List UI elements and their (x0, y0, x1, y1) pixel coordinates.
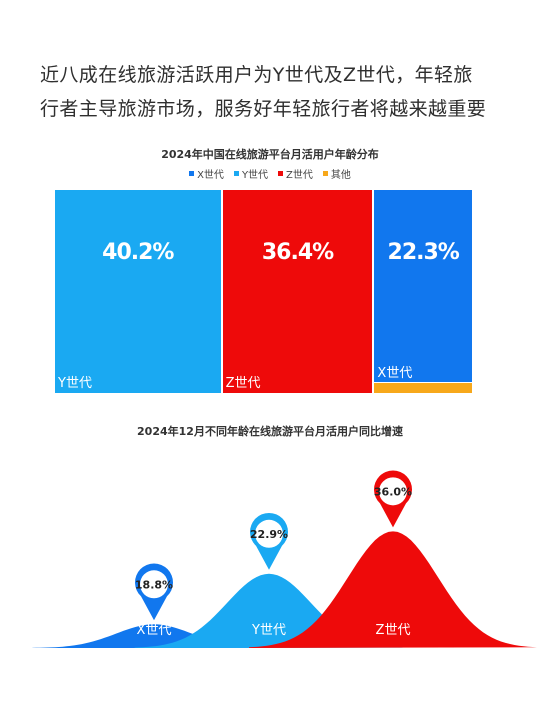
treemap-tile-x: 22.3% X世代 (374, 190, 472, 383)
growth-category-label-z: Z世代 (376, 623, 411, 638)
growth-value-label-z: 36.0% (374, 485, 412, 498)
treemap-value-y: 40.2% (102, 240, 174, 265)
headline-line-2: 行者主导旅游市场，服务好年轻旅行者将越来越重要 (40, 98, 487, 120)
legend-label-x: X世代 (197, 170, 224, 181)
legend-item-other: 其他 (322, 166, 351, 181)
treemap-label-y: Y世代 (58, 376, 92, 391)
treemap-legend: X世代 Y世代 Z世代 其他 (0, 166, 540, 181)
legend-swatch-z (278, 171, 284, 176)
legend-item-y: Y世代 (233, 166, 269, 181)
treemap-value-z: 36.4% (261, 240, 334, 265)
treemap-label-z: Z世代 (225, 376, 261, 391)
treemap-value-x: 22.3% (387, 240, 460, 265)
growth-value-label-y: 22.9% (250, 528, 288, 541)
treemap-tile-other (374, 383, 472, 393)
treemap-chart: 40.2% Y世代 36.4% Z世代 22.3% X世代 (55, 190, 472, 393)
treemap-chart-title: 2024年中国在线旅游平台月活用户年龄分布 (161, 148, 379, 161)
headline: 近八成在线旅游活跃用户为Y世代及Z世代，年轻旅 行者主导旅游市场，服务好年轻旅行… (40, 58, 510, 126)
legend-item-x: X世代 (189, 166, 224, 181)
headline-line-1: 近八成在线旅游活跃用户为Y世代及Z世代，年轻旅 (40, 64, 473, 86)
legend-swatch-y (233, 171, 239, 176)
growth-pin-inner-z (379, 477, 407, 506)
treemap-tile-y: 40.2% Y世代 (55, 190, 221, 393)
growth-chart-title: 2024年12月不同年龄在线旅游平台月活用户同比增速 (137, 425, 403, 438)
growth-category-label-x: X世代 (137, 623, 172, 638)
growth-pin-inner-y (255, 519, 283, 548)
legend-label-z: Z世代 (286, 170, 313, 181)
growth-chart: X世代 18.8% Y世代 22.9% Z世代 36.0% (32, 470, 537, 648)
legend-label-y: Y世代 (241, 170, 269, 181)
legend-swatch-x (189, 171, 195, 176)
legend-label-other: 其他 (330, 170, 351, 181)
treemap-label-x: X世代 (377, 366, 413, 382)
growth-pin-inner-x (140, 570, 168, 599)
growth-value-label-x: 18.8% (135, 578, 173, 591)
growth-category-label-y: Y世代 (251, 623, 286, 638)
legend-item-z: Z世代 (278, 166, 313, 181)
legend-swatch-other (322, 171, 328, 176)
growth-curve-z (249, 531, 537, 648)
treemap-tile-z: 36.4% Z世代 (222, 190, 373, 393)
